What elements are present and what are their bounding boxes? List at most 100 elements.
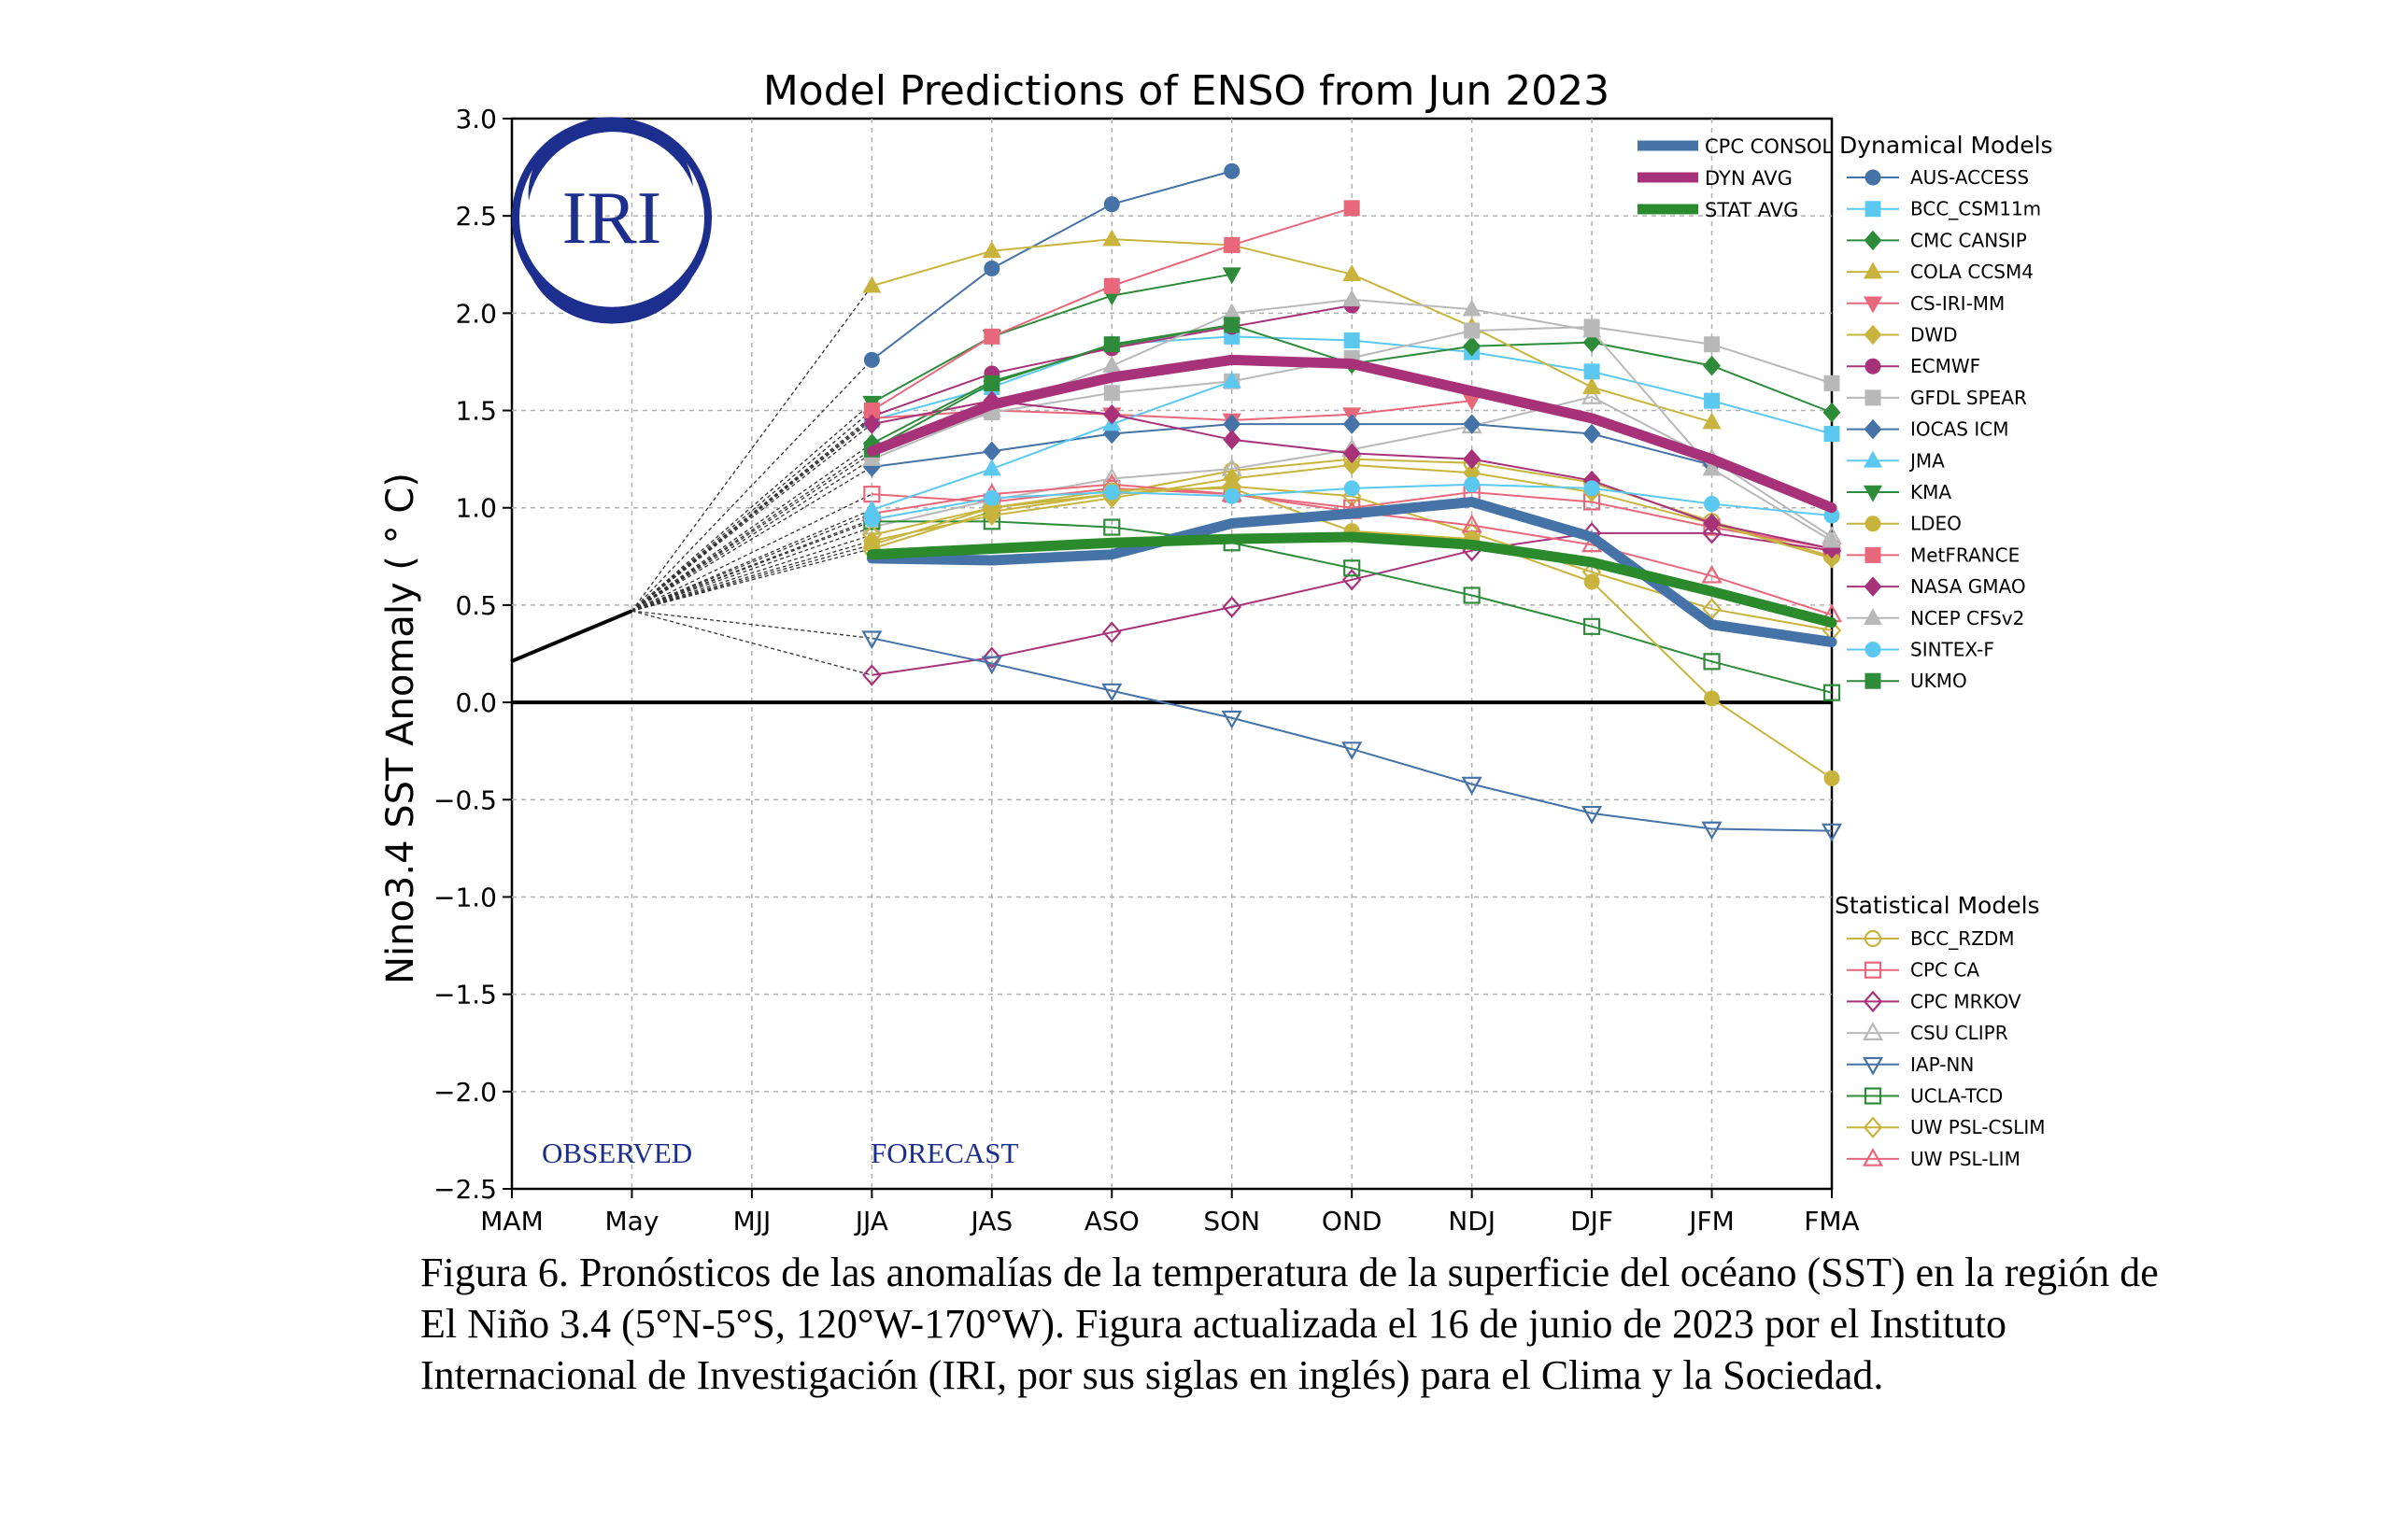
data-point bbox=[984, 374, 1000, 391]
data-point bbox=[1342, 264, 1362, 281]
data-point bbox=[1102, 621, 1122, 643]
data-point bbox=[1341, 569, 1362, 591]
legend-marker bbox=[1864, 358, 1881, 374]
legend-item-cpc-ca: CPC CA bbox=[1847, 959, 1979, 982]
legend-marker bbox=[1863, 608, 1883, 626]
x-tick-label: JFM bbox=[1687, 1206, 1735, 1236]
data-point bbox=[1582, 320, 1602, 338]
connector-cpc-ca bbox=[631, 493, 872, 612]
chart-title: Model Predictions of ENSO from Jun 2023 bbox=[763, 67, 1609, 115]
legend-item-ecmwf: ECMWF bbox=[1847, 355, 1980, 377]
data-point bbox=[1103, 277, 1120, 294]
data-point bbox=[1103, 336, 1120, 353]
observed-line bbox=[510, 609, 633, 664]
series-line bbox=[872, 423, 1712, 468]
legend-marker bbox=[1864, 230, 1882, 251]
y-tick-label: −1.0 bbox=[433, 882, 497, 912]
data-point bbox=[982, 646, 1002, 669]
legend-marker bbox=[1864, 576, 1882, 597]
data-point bbox=[1222, 371, 1241, 389]
legend-marker bbox=[1864, 1087, 1882, 1105]
legend-item-gfdl-spear: GFDL SPEAR bbox=[1847, 387, 2027, 409]
data-point bbox=[1702, 522, 1722, 544]
series-line bbox=[871, 323, 1232, 451]
data-point bbox=[1102, 403, 1121, 425]
plot-frame bbox=[510, 117, 1834, 1191]
data-point bbox=[1223, 430, 1241, 450]
legend-marker bbox=[1864, 169, 1881, 186]
connector-cola-ccsm4 bbox=[631, 285, 872, 612]
legend-label: CS-IRI-MM bbox=[1910, 292, 2005, 315]
legend-item-metfrance: MetFRANCE bbox=[1847, 544, 2020, 566]
legend-item-ldeo: LDEO bbox=[1847, 513, 1962, 535]
legend-marker bbox=[1863, 990, 1883, 1013]
data-point bbox=[1343, 559, 1361, 577]
series-iap-nn bbox=[861, 630, 1843, 842]
legend-dynamical-title: Dynamical Models bbox=[1839, 132, 2053, 159]
legend-label: BCC_CSM11m bbox=[1910, 198, 2041, 220]
connector-dwd bbox=[631, 540, 872, 612]
legend-item-aus-access: AUS-ACCESS bbox=[1847, 166, 2029, 189]
connector-nasa-gmao bbox=[631, 423, 872, 612]
data-point bbox=[1222, 596, 1241, 618]
connector-ldeo bbox=[631, 544, 872, 612]
y-tick-label: 2.5 bbox=[455, 201, 497, 232]
legend-label-dyn-avg: DYN AVG bbox=[1705, 167, 1793, 190]
y-tick-label: 1.0 bbox=[455, 493, 497, 524]
y-axis-label: Nino3.4 SST Anomaly ( ° C) bbox=[379, 473, 422, 984]
data-point bbox=[862, 414, 881, 434]
data-point bbox=[1582, 376, 1602, 394]
x-tick-label: NDJ bbox=[1448, 1206, 1496, 1236]
legend-marker bbox=[1864, 418, 1882, 440]
data-point bbox=[1822, 402, 1841, 423]
data-point bbox=[1821, 823, 1843, 842]
y-tick-label: −2.0 bbox=[433, 1077, 497, 1108]
connector-cmc-cansip bbox=[631, 443, 872, 612]
data-point bbox=[984, 489, 1000, 506]
data-point bbox=[1464, 476, 1481, 493]
series-layer bbox=[510, 162, 1843, 842]
data-point bbox=[984, 260, 1000, 276]
series-line bbox=[872, 487, 1833, 550]
series-line bbox=[871, 170, 1232, 361]
legend-marker bbox=[1862, 1148, 1884, 1166]
connector-bcc-csm11m bbox=[631, 419, 872, 612]
y-tick-label: 2.0 bbox=[455, 298, 497, 329]
x-tick-label: MJJ bbox=[733, 1206, 772, 1236]
legend-label-cpc-consol: CPC CONSOL bbox=[1705, 135, 1833, 158]
data-point bbox=[1103, 196, 1120, 213]
data-point bbox=[1581, 805, 1603, 825]
grid bbox=[512, 119, 1832, 1189]
legend-item-cpc-mrkov: CPC MRKOV bbox=[1847, 990, 2021, 1012]
series-aus-access bbox=[863, 162, 1241, 368]
legend-label: UCLA-TCD bbox=[1910, 1085, 2003, 1108]
legend-marker bbox=[1864, 642, 1881, 657]
legend-label: LDEO bbox=[1910, 513, 1962, 535]
connector-aus-access bbox=[631, 359, 872, 612]
data-point bbox=[1583, 480, 1600, 497]
connector-ecmwf bbox=[631, 416, 872, 612]
data-point bbox=[1224, 487, 1241, 504]
legend-item-jma: JMA bbox=[1847, 449, 1945, 472]
x-tick-label: OND bbox=[1322, 1206, 1382, 1236]
data-point bbox=[862, 276, 882, 293]
data-point bbox=[1702, 459, 1722, 476]
legend-item-nasa-gmao: NASA GMAO bbox=[1847, 575, 2026, 598]
data-point bbox=[1822, 684, 1841, 701]
y-tick-label: −1.5 bbox=[433, 980, 497, 1010]
data-point bbox=[1224, 162, 1241, 179]
data-point bbox=[1341, 742, 1363, 760]
legend-marker bbox=[1862, 1022, 1884, 1041]
data-point bbox=[1703, 653, 1721, 671]
series-ukmo bbox=[863, 317, 1241, 458]
legend-label: COLA CCSM4 bbox=[1910, 261, 2034, 283]
connector-csu-clipr bbox=[631, 526, 872, 612]
data-point bbox=[1461, 776, 1482, 796]
legend-label: NASA GMAO bbox=[1910, 575, 2026, 598]
y-tick-label: 0.0 bbox=[455, 687, 497, 718]
y-tick-label: −0.5 bbox=[433, 784, 497, 815]
legend-item-bcc-csm11m: BCC_CSM11m bbox=[1847, 198, 2041, 220]
data-point bbox=[1462, 299, 1482, 317]
legend-label: CPC CA bbox=[1910, 959, 1979, 982]
